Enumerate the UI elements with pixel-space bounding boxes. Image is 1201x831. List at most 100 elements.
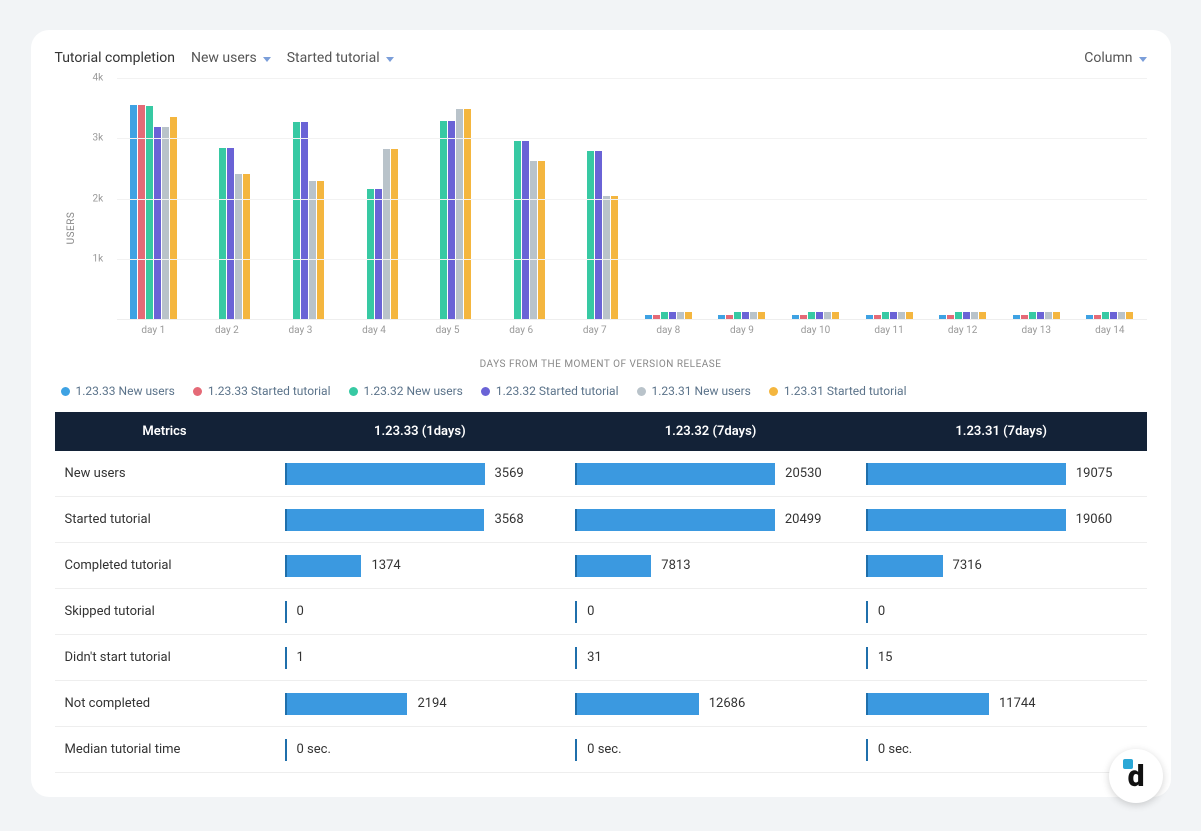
bar [1021, 315, 1028, 319]
chart-plot-area: day 1day 2day 3day 4day 5day 6day 7day 8… [117, 78, 1147, 320]
metric-bar [285, 509, 485, 531]
metric-cell: 11744 [856, 683, 1147, 725]
metric-cell: 0 sec. [856, 729, 1147, 771]
bar [963, 312, 970, 319]
bar [464, 109, 471, 319]
filter-started-tutorial-dropdown[interactable]: Started tutorial [287, 50, 394, 66]
bar [170, 117, 177, 319]
bar [235, 174, 242, 319]
bar [645, 315, 652, 319]
bar [890, 312, 897, 319]
bar [742, 312, 749, 319]
x-tick-label: day 5 [411, 325, 485, 336]
table-row: New users35692053019075 [55, 451, 1147, 497]
metric-label: Completed tutorial [55, 548, 275, 583]
metric-bar [285, 555, 362, 577]
bar [1037, 312, 1044, 319]
bar [669, 312, 676, 319]
legend-label: 1.23.33 New users [76, 384, 175, 398]
legend-label: 1.23.32 New users [364, 384, 463, 398]
chart-legend: 1.23.33 New users 1.23.33 Started tutoria… [61, 384, 1147, 398]
metric-value: 20530 [785, 466, 822, 481]
metric-cell: 0 [275, 591, 566, 633]
bar [808, 312, 815, 319]
x-tick-label: day 11 [852, 325, 926, 336]
legend-swatch-icon [637, 387, 646, 396]
y-tick-label: 4k [93, 73, 104, 84]
bar [866, 315, 873, 319]
legend-item[interactable]: 1.23.33 New users [61, 384, 175, 398]
bar [832, 312, 839, 319]
metric-value: 0 sec. [587, 742, 621, 757]
bar [971, 312, 978, 319]
legend-item[interactable]: 1.23.31 Started tutorial [769, 384, 907, 398]
metric-bar [575, 463, 775, 485]
legend-item[interactable]: 1.23.33 Started tutorial [193, 384, 331, 398]
grid-line [117, 259, 1147, 260]
bar [1102, 312, 1109, 319]
metric-bar [866, 463, 1066, 485]
metric-bar [866, 509, 1066, 531]
table-row: Skipped tutorial000 [55, 589, 1147, 635]
metric-cell: 0 [856, 591, 1147, 633]
bar [677, 312, 684, 319]
bar [800, 315, 807, 319]
chart-type-dropdown[interactable]: Column [1084, 50, 1146, 66]
metric-value: 0 [297, 604, 304, 619]
legend-swatch-icon [193, 387, 202, 396]
metric-cell: 7316 [856, 545, 1147, 587]
chevron-down-icon [1139, 57, 1147, 62]
metric-cell: 2194 [275, 683, 566, 725]
metric-bar [575, 739, 577, 761]
bar [906, 312, 913, 319]
metric-bar [285, 647, 287, 669]
metric-value: 3569 [495, 466, 524, 481]
x-tick-label: day 9 [705, 325, 779, 336]
metric-bar [285, 739, 287, 761]
x-tick-label: day 4 [337, 325, 411, 336]
metric-bar [285, 463, 485, 485]
table-row: Completed tutorial 1374 7813 7316 [55, 543, 1147, 589]
metric-bar [575, 601, 577, 623]
metric-label: Didn't start tutorial [55, 640, 275, 675]
bar [587, 151, 594, 319]
legend-label: 1.23.31 New users [652, 384, 751, 398]
metric-cell: 0 sec. [275, 729, 566, 771]
bar [955, 312, 962, 319]
brand-logo-icon: d [1109, 749, 1163, 803]
bar [882, 312, 889, 319]
table-row: Started tutorial35682049919060 [55, 497, 1147, 543]
y-axis-label: USERS [65, 212, 76, 245]
legend-item[interactable]: 1.23.32 Started tutorial [481, 384, 619, 398]
filter-new-users-dropdown[interactable]: New users [191, 50, 271, 66]
x-tick-label: day 6 [484, 325, 558, 336]
metric-cell: 1374 [275, 545, 566, 587]
bar [138, 105, 145, 319]
bar [939, 315, 946, 319]
bar [824, 312, 831, 319]
metric-value: 1374 [371, 558, 400, 573]
metric-value: 7316 [953, 558, 982, 573]
bar [1013, 315, 1020, 319]
bar [1110, 312, 1117, 319]
metric-cell: 3568 [275, 499, 566, 541]
legend-item[interactable]: 1.23.32 New users [349, 384, 463, 398]
metric-label: New users [55, 456, 275, 491]
bar [653, 315, 660, 319]
metric-cell: 7813 [565, 545, 856, 587]
bar [456, 109, 463, 319]
bar [367, 189, 374, 319]
legend-swatch-icon [61, 387, 70, 396]
filter-started-label: Started tutorial [287, 50, 380, 66]
bar [522, 141, 529, 319]
metric-bar [866, 647, 868, 669]
metric-label: Not completed [55, 686, 275, 721]
legend-item[interactable]: 1.23.31 New users [637, 384, 751, 398]
bar [1045, 312, 1052, 319]
metric-value: 7813 [661, 558, 690, 573]
dashboard-card: Tutorial completion New users Started tu… [31, 30, 1171, 797]
metric-bar [575, 555, 651, 577]
bar [391, 149, 398, 320]
bar [530, 161, 537, 319]
metric-value: 0 [587, 604, 594, 619]
